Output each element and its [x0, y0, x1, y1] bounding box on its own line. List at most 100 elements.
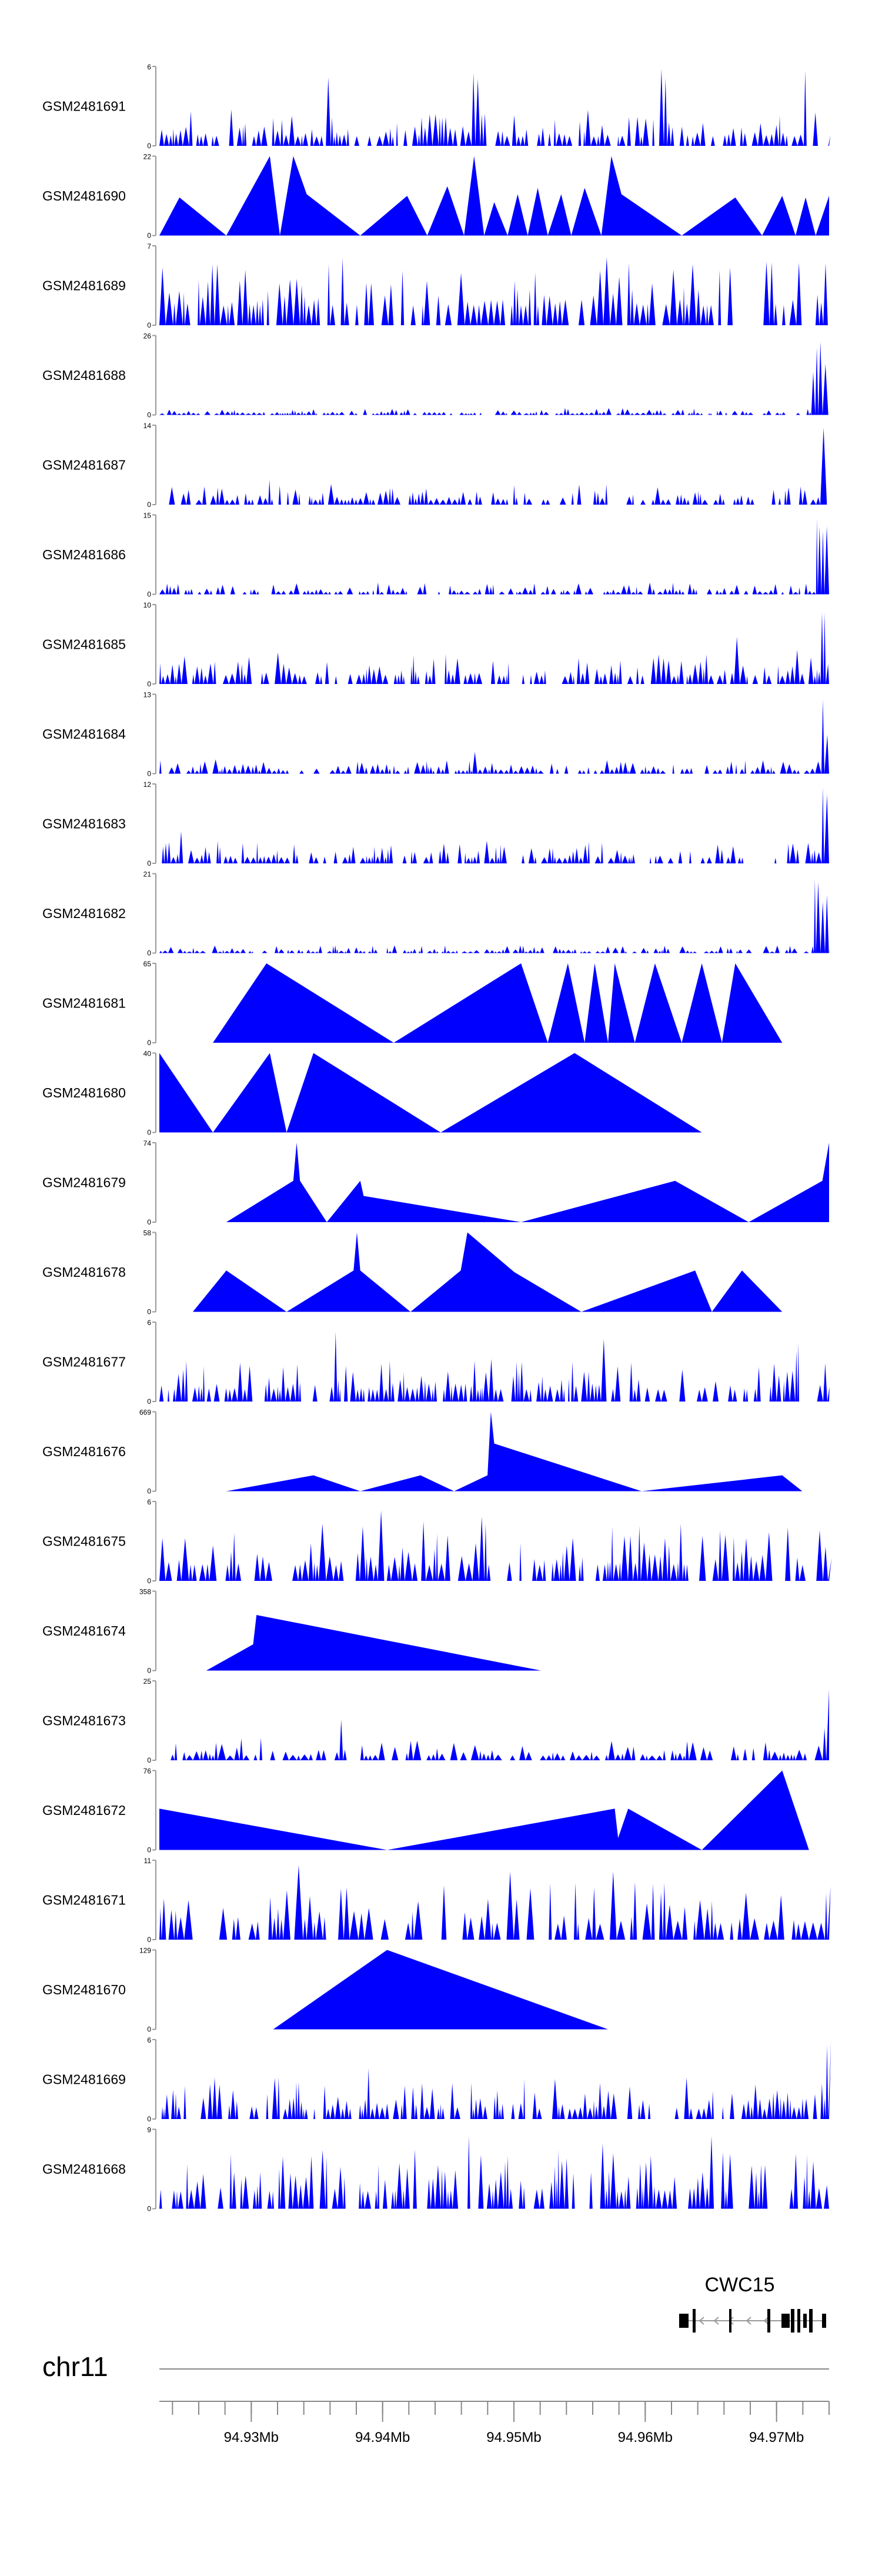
- track-label: GSM2481681: [42, 996, 126, 1011]
- track-y-axis: 21 0: [143, 870, 156, 957]
- track-ymin-label: 0: [147, 680, 151, 688]
- track-ymax-label: 9: [147, 2126, 151, 2134]
- track-y-axis: 70: [147, 242, 156, 329]
- coverage-area: [159, 519, 829, 595]
- gene-exon: [693, 2309, 696, 2333]
- strand-arrow: [713, 2317, 719, 2325]
- track-label: GSM2481679: [42, 1175, 126, 1190]
- track-y-axis: 129 0: [139, 1947, 156, 2034]
- track-ymin-label: 0: [147, 1487, 151, 1496]
- axis-tick-label: 94.95Mb: [486, 2430, 541, 2445]
- track-ymin-label: 0: [147, 949, 151, 957]
- track-label: GSM2481691: [42, 99, 126, 114]
- data-tracks: GSM248169160GSM2481690220GSM248168970GSM…: [42, 63, 832, 2213]
- track-ymin-label: 0: [147, 590, 151, 599]
- coverage-area: [159, 1689, 829, 1760]
- gene-exon: [797, 2309, 800, 2333]
- track-y-axis: 76 0: [143, 1767, 156, 1854]
- coverage-area: [159, 1865, 831, 1940]
- track-y-axis: 15 0: [143, 512, 156, 599]
- track-ymax-label: 58: [143, 1229, 152, 1237]
- track-label: GSM2481675: [42, 1534, 126, 1549]
- track-label: GSM2481685: [42, 637, 126, 652]
- track-ymax-label: 14: [143, 422, 152, 430]
- coverage-area: [159, 787, 829, 863]
- track-ymax-label: 12: [143, 780, 152, 789]
- coverage-area: [192, 1232, 783, 1312]
- track-y-axis: 669 0: [139, 1409, 156, 1496]
- track-ymin-label: 0: [147, 1756, 151, 1764]
- track-y-axis: 14 0: [143, 422, 156, 509]
- axis-tick-label: 94.97Mb: [749, 2430, 804, 2445]
- track-ymin-label: 0: [147, 142, 151, 150]
- gene-exon: [767, 2309, 770, 2333]
- coverage-area: [159, 1770, 809, 1850]
- track-ymax-label: 65: [143, 960, 152, 968]
- track-y-axis: 58 0: [143, 1229, 156, 1316]
- track-y-axis: 60: [147, 63, 156, 150]
- track-ymax-label: 10: [143, 601, 152, 609]
- track-GSM2481688: GSM2481688 26 0: [42, 332, 830, 419]
- track-GSM2481670: GSM2481670 129 0: [42, 1947, 609, 2034]
- track-ymax-label: 6: [147, 1319, 151, 1327]
- track-y-axis: 60: [147, 1319, 156, 1406]
- track-label: GSM2481676: [42, 1444, 126, 1459]
- coverage-area: [159, 1332, 830, 1402]
- track-GSM2481686: GSM2481686 15 0: [42, 512, 829, 599]
- coverage-area: [159, 342, 830, 415]
- track-GSM2481680: GSM2481680 40 0: [42, 1050, 702, 1137]
- gene-name-label: CWC15: [704, 2274, 774, 2296]
- gene-exon: [781, 2314, 790, 2328]
- coverage-area: [159, 1053, 702, 1133]
- track-ymax-label: 21: [143, 870, 152, 879]
- track-label: GSM2481687: [42, 458, 126, 473]
- gene-exon: [803, 2314, 807, 2328]
- coverage-area: [159, 612, 829, 684]
- track-ymax-label: 76: [143, 1767, 152, 1776]
- coverage-area: [159, 2135, 829, 2209]
- track-y-axis: 60: [147, 1498, 156, 1585]
- track-ymin-label: 0: [147, 2205, 151, 2213]
- gene-exon: [822, 2314, 826, 2328]
- track-label: GSM2481683: [42, 816, 126, 832]
- track-label: GSM2481669: [42, 2072, 126, 2087]
- track-GSM2481671: GSM2481671 11 0: [42, 1857, 831, 1944]
- track-y-axis: 13 0: [143, 691, 156, 778]
- track-label: GSM2481668: [42, 2161, 126, 2177]
- track-label: GSM2481689: [42, 278, 126, 293]
- track-ymin-label: 0: [147, 500, 151, 509]
- track-GSM2481689: GSM2481689 70: [42, 242, 830, 329]
- gene-exon: [791, 2309, 794, 2333]
- track-GSM2481690: GSM2481690 22 0: [42, 153, 829, 240]
- track-GSM2481672: GSM2481672 76 0: [42, 1767, 809, 1854]
- track-GSM2481668: GSM2481668 9 0: [42, 2126, 829, 2213]
- axis-tick-label: 94.94Mb: [355, 2430, 410, 2445]
- track-ymax-label: 669: [139, 1409, 151, 1417]
- track-y-axis: 26 0: [143, 332, 156, 419]
- track-label: GSM2481671: [42, 1893, 126, 1908]
- track-y-axis: 74 0: [143, 1139, 156, 1226]
- track-label: GSM2481677: [42, 1354, 126, 1370]
- chromosome-label: chr11: [42, 2351, 108, 2382]
- coverage-area: [273, 1950, 609, 2030]
- track-ymin-label: 0: [147, 1667, 151, 1675]
- track-ymax-label: 7: [147, 242, 151, 251]
- track-GSM2481681: GSM2481681 65 0: [42, 960, 783, 1047]
- coverage-area: [213, 963, 783, 1043]
- coverage-area: [226, 1143, 829, 1222]
- track-ymax-label: 6: [147, 63, 151, 71]
- track-ymin-label: 0: [147, 1308, 151, 1316]
- track-y-axis: 65 0: [143, 960, 156, 1047]
- track-ymin-label: 0: [147, 1397, 151, 1406]
- track-y-axis: 10 0: [143, 601, 156, 688]
- track-y-axis: 25 0: [143, 1677, 156, 1764]
- axis-tick-label: 94.93Mb: [224, 2430, 279, 2445]
- track-ymin-label: 0: [147, 1218, 151, 1226]
- track-GSM2481674: GSM2481674 358 0: [42, 1588, 542, 1675]
- track-GSM2481682: GSM2481682 21 0: [42, 870, 830, 957]
- track-GSM2481678: GSM2481678 58 0: [42, 1229, 783, 1316]
- genomic-axis: chr11 94.93Mb 94.94Mb 94.95Mb 94.96Mb 94.97M…: [42, 2351, 830, 2445]
- track-label: GSM2481682: [42, 906, 126, 921]
- axis-tick-label: 94.96Mb: [618, 2430, 673, 2445]
